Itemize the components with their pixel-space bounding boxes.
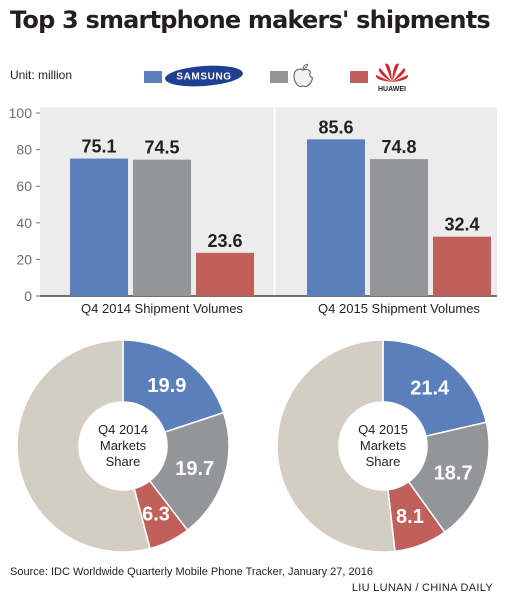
legend-swatch-samsung [144, 71, 162, 83]
y-tick-label: 60 [16, 178, 32, 194]
svg-text:HUAWEI: HUAWEI [378, 86, 406, 93]
apple-logo [293, 63, 314, 88]
bar-value-label: 75.1 [81, 137, 116, 157]
slice-value-label: 6.3 [142, 503, 170, 525]
source-note: Source: IDC Worldwide Quarterly Mobile P… [10, 566, 373, 578]
credit-line: LIU LUNAN / CHINA DAILY [351, 582, 493, 594]
slice-value-label: 19.7 [175, 458, 214, 480]
slice-apple-2 [407, 421, 490, 534]
samsung-logo: SAMSUNG [165, 65, 243, 87]
donut-center-label: Share [366, 454, 401, 469]
y-tick-label: 20 [16, 251, 32, 267]
donut-center-label: Q4 2014 [98, 422, 148, 437]
legend-swatch-huawei [350, 71, 368, 83]
donut-center-label: Q4 2015 [358, 422, 408, 437]
bar-chart: 0 20 40 60 80 100 75.1 74.5 23.6 Q4 2014 Shipment… [9, 105, 497, 316]
donut-center-label: Share [106, 454, 141, 469]
y-tick-label: 0 [24, 288, 32, 304]
huawei-logo: HUAWEI [375, 63, 409, 93]
slice-samsung-1 [122, 339, 225, 434]
chart-title: Top 3 smartphone makers' shipments [10, 6, 491, 34]
slice-value-label: 8.1 [396, 506, 424, 528]
bar-value-label: 23.6 [207, 231, 242, 251]
category-label: Q4 2015 Shipment Volumes [318, 301, 480, 316]
y-tick-label: 100 [9, 105, 33, 121]
bar-samsung-2 [307, 139, 365, 296]
unit-label: Unit: million [10, 68, 73, 82]
bar-samsung-1 [70, 158, 128, 296]
bar-apple-2 [370, 159, 428, 296]
y-tick-label: 80 [16, 142, 32, 158]
slice-samsung-2 [382, 339, 488, 438]
slice-value-label: 18.7 [434, 463, 473, 485]
legend-swatch-apple [270, 71, 288, 83]
slice-apple-1 [148, 411, 230, 532]
slice-others-2 [276, 339, 396, 553]
bar-huawei-1 [196, 252, 254, 296]
bar-value-label: 74.5 [144, 138, 179, 158]
slice-others-1 [16, 339, 151, 553]
slice-value-label: 21.4 [410, 377, 450, 399]
donut-center-label: Markets [100, 438, 147, 453]
bar-huawei-2 [433, 236, 491, 296]
svg-text:SAMSUNG: SAMSUNG [176, 72, 231, 83]
bar-value-label: 32.4 [444, 215, 479, 235]
donut-center-label: Markets [360, 438, 407, 453]
bar-value-label: 85.6 [318, 117, 353, 137]
bar-apple-1 [133, 159, 191, 296]
category-label: Q4 2014 Shipment Volumes [81, 301, 243, 316]
y-tick-label: 40 [16, 215, 32, 231]
slice-value-label: 19.9 [147, 375, 186, 397]
bar-value-label: 74.8 [381, 137, 416, 157]
